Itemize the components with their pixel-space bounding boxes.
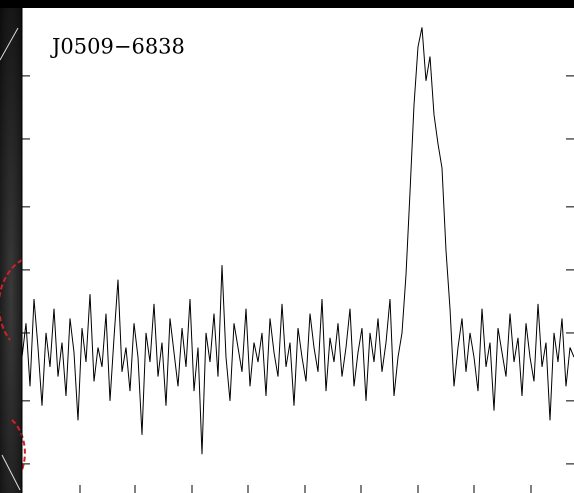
spectrum-line [21, 27, 574, 455]
annotation: J0509−6838 [50, 35, 185, 59]
